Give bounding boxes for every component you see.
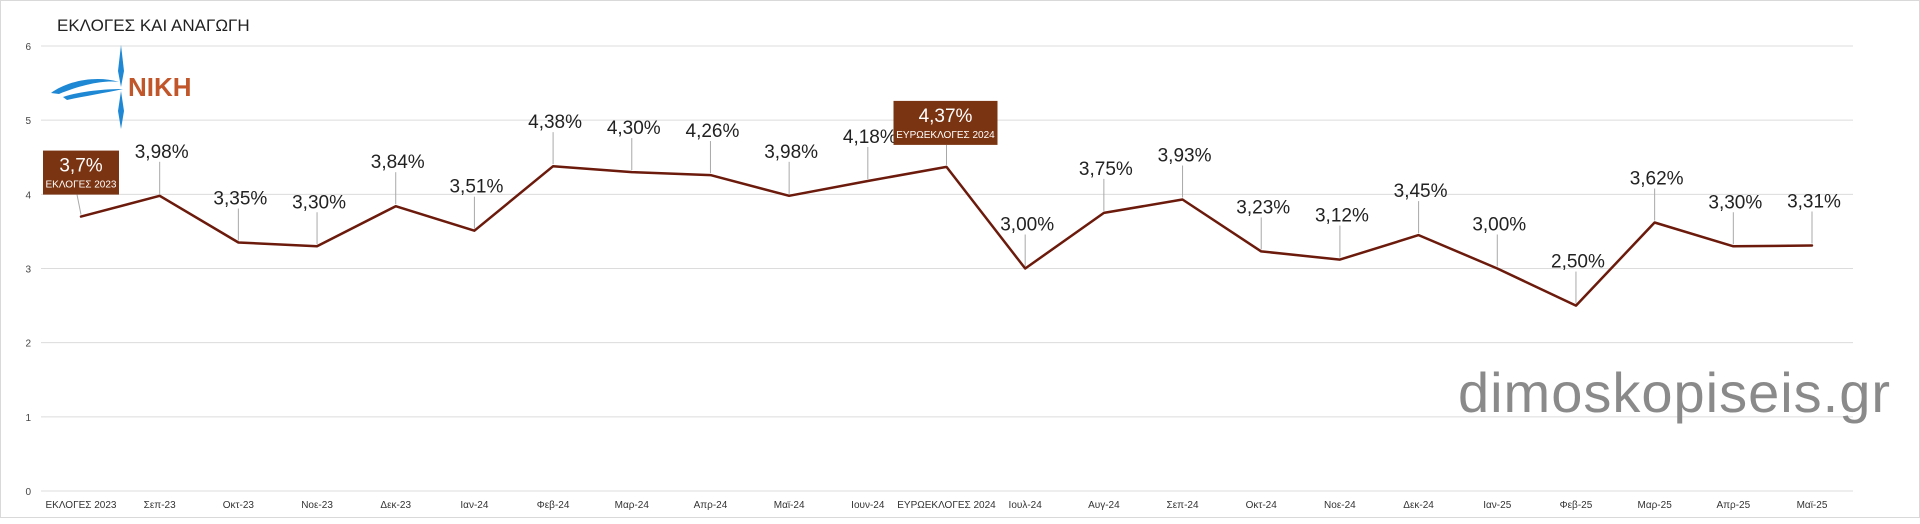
x-tick-label: Μαϊ-24 <box>774 500 805 511</box>
x-tick-label: Απρ-24 <box>694 500 728 511</box>
x-tick-label: Σεπ-23 <box>144 500 176 511</box>
data-label: 3,00% <box>1472 215 1526 236</box>
y-axis-ticks: 0 1 2 3 4 5 6 <box>25 42 31 498</box>
data-label: 3,23% <box>1236 197 1290 218</box>
y-tick-label: 3 <box>25 265 31 276</box>
data-label: 4,18% <box>843 127 897 148</box>
x-tick-label: Μαρ-24 <box>615 500 650 511</box>
callout-value: 4,37% <box>919 106 973 127</box>
x-tick-label: ΕΥΡΩΕΚΛΟΓΕΣ 2024 <box>897 500 996 511</box>
x-tick-label: Μαϊ-25 <box>1797 500 1828 511</box>
y-tick-label: 2 <box>25 339 31 350</box>
x-tick-label: Νοε-23 <box>301 500 333 511</box>
data-labels: 3,98% 3,35% 3,30% 3,84% 3,51% 4,38% 4,30% 4,26%… <box>135 112 1841 272</box>
x-axis-ticks: ΕΚΛΟΓΕΣ 2023 Σεπ-23 Οκτ-23 Νοε-23 Δεκ-23 Ιαν-… <box>46 500 1828 511</box>
x-tick-label: Δεκ-24 <box>1403 500 1434 511</box>
x-tick-label: Αυγ-24 <box>1088 500 1120 511</box>
label-leader-lines <box>159 132 1813 304</box>
data-label: 2,50% <box>1551 252 1605 273</box>
y-tick-label: 1 <box>25 413 31 424</box>
data-label: 3,31% <box>1787 192 1841 213</box>
data-label: 3,45% <box>1394 181 1448 202</box>
x-tick-label: Δεκ-23 <box>380 500 411 511</box>
data-label: 4,30% <box>607 118 661 139</box>
series-line <box>79 164 1814 307</box>
data-label: 3,84% <box>371 152 425 173</box>
x-tick-label: Σεπ-24 <box>1167 500 1199 511</box>
y-tick-label: 5 <box>25 116 31 127</box>
x-tick-label: ΕΚΛΟΓΕΣ 2023 <box>46 500 117 511</box>
x-tick-label: Φεβ-25 <box>1560 500 1593 511</box>
x-tick-label: Ιουλ-24 <box>1009 500 1043 511</box>
data-label: 3,98% <box>764 142 818 163</box>
data-label: 3,98% <box>135 142 189 163</box>
y-tick-label: 0 <box>25 487 31 498</box>
data-label: 3,30% <box>292 192 346 213</box>
callout-box <box>43 150 119 195</box>
data-label: 3,35% <box>213 189 267 210</box>
annotation-callout: 4,37% ΕΥΡΩΕΚΛΟΓΕΣ 2024 <box>893 100 998 165</box>
data-label: 3,93% <box>1158 146 1212 167</box>
logo-emblem-icon <box>51 45 124 129</box>
x-tick-label: Ιαν-25 <box>1483 500 1511 511</box>
x-tick-label: Οκτ-23 <box>223 500 255 511</box>
x-tick-label: Απρ-25 <box>1716 500 1750 511</box>
callout-box <box>893 100 998 145</box>
x-tick-label: Ιουν-24 <box>851 500 885 511</box>
data-label: 3,62% <box>1630 169 1684 190</box>
data-label: 4,38% <box>528 112 582 133</box>
callout-caption: ΕΥΡΩΕΚΛΟΓΕΣ 2024 <box>896 130 995 141</box>
niki-logo: ΝΙΚΗ <box>51 45 192 129</box>
chart-title: ΕΚΛΟΓΕΣ ΚΑΙ ΑΝΑΓΩΓΗ <box>57 16 250 35</box>
x-tick-label: Φεβ-24 <box>537 500 570 511</box>
callout-value: 3,7% <box>59 156 102 177</box>
callout-leader <box>76 194 82 215</box>
y-tick-label: 4 <box>25 190 31 201</box>
data-label: 4,26% <box>686 121 740 142</box>
y-tick-label: 6 <box>25 42 31 53</box>
x-tick-label: Ιαν-24 <box>460 500 488 511</box>
annotation-callouts: 3,7% ΕΚΛΟΓΕΣ 2023 4,37% ΕΥΡΩΕΚΛΟΓΕΣ 2024 <box>43 100 998 215</box>
data-label: 3,30% <box>1708 192 1762 213</box>
x-tick-label: Νοε-24 <box>1324 500 1356 511</box>
data-label: 3,75% <box>1079 159 1133 180</box>
watermark: dimoskopiseis.gr <box>1458 361 1891 424</box>
data-label: 3,51% <box>449 177 503 198</box>
x-tick-label: Οκτ-24 <box>1246 500 1278 511</box>
callout-caption: ΕΚΛΟΓΕΣ 2023 <box>46 180 117 191</box>
x-tick-label: Μαρ-25 <box>1638 500 1673 511</box>
logo-text: ΝΙΚΗ <box>128 72 192 102</box>
data-label: 3,00% <box>1000 215 1054 236</box>
data-label: 3,12% <box>1315 206 1369 227</box>
annotation-callout: 3,7% ΕΚΛΟΓΕΣ 2023 <box>43 150 119 215</box>
